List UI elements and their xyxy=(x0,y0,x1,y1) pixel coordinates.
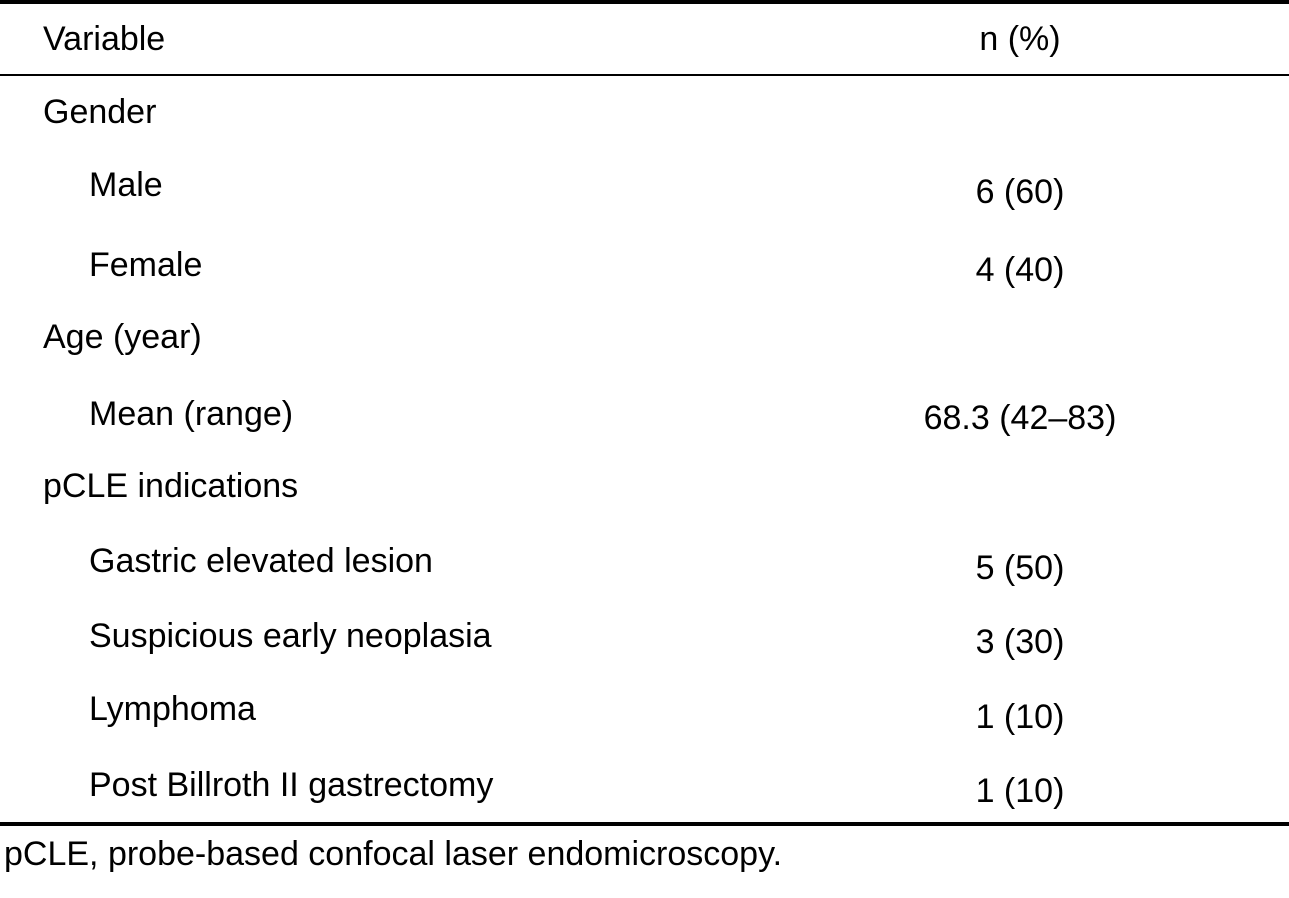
row-value-mean-range: 68.3 (42–83) xyxy=(923,399,1117,437)
row-value-lymphoma: 1 (10) xyxy=(975,698,1065,736)
row-label-pcle-indications: pCLE indications xyxy=(43,467,299,505)
row-label-gastric-elevated-lesion: Gastric elevated lesion xyxy=(89,542,433,580)
table-footnote: pCLE, probe-based confocal laser endomic… xyxy=(4,835,783,873)
row-label-age: Age (year) xyxy=(43,318,202,356)
row-label-gender: Gender xyxy=(43,93,157,131)
row-label-female: Female xyxy=(89,246,203,284)
table-bottom-rule xyxy=(0,822,1289,826)
table-top-rule xyxy=(0,0,1289,4)
row-label-mean-range: Mean (range) xyxy=(89,395,294,433)
header-variable: Variable xyxy=(43,20,166,58)
table-header-rule xyxy=(0,74,1289,76)
row-label-male: Male xyxy=(89,166,163,204)
row-label-post-billroth-ii-gastrectomy: Post Billroth II gastrectomy xyxy=(89,766,494,804)
row-value-gastric-elevated-lesion: 5 (50) xyxy=(975,549,1065,587)
row-value-female: 4 (40) xyxy=(975,251,1065,289)
row-value-male: 6 (60) xyxy=(975,173,1065,211)
row-label-suspicious-early-neoplasia: Suspicious early neoplasia xyxy=(89,617,492,655)
row-label-lymphoma: Lymphoma xyxy=(89,690,256,728)
row-value-suspicious-early-neoplasia: 3 (30) xyxy=(975,623,1065,661)
row-value-post-billroth-ii-gastrectomy: 1 (10) xyxy=(975,772,1065,810)
header-value: n (%) xyxy=(979,20,1061,58)
